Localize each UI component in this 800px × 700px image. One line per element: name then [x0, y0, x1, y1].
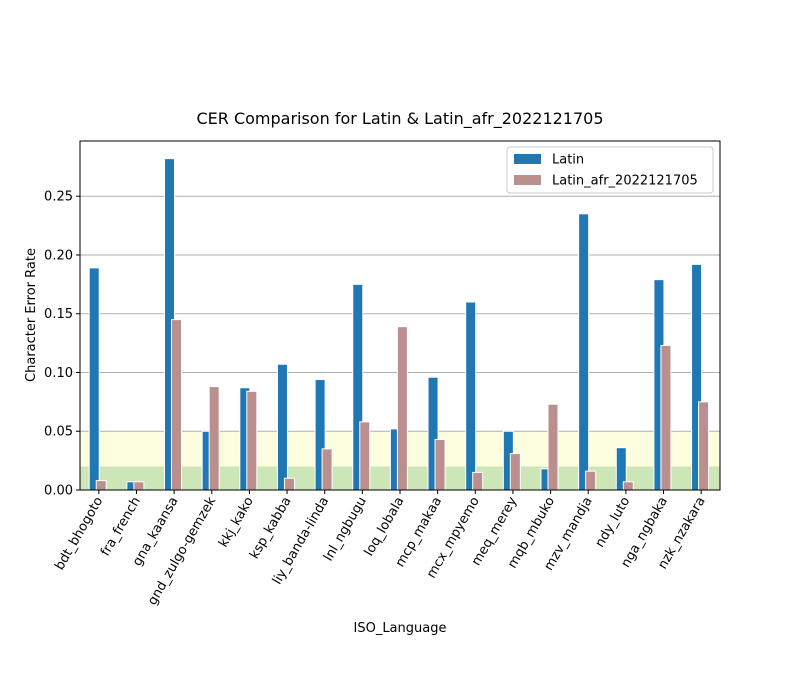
legend-box: [506, 146, 714, 194]
chart-title: CER Comparison for Latin & Latin_afr_202…: [196, 109, 603, 129]
x-tick-label: kkj_kako: [216, 494, 257, 550]
bar-latin-afr-meq_merey: [509, 453, 521, 491]
legend-swatch: [514, 175, 541, 185]
bar-latin-afr-fra_french: [133, 481, 145, 491]
plot-frame: [79, 140, 721, 491]
bar-latin-afr-nga_ngbaka: [660, 344, 672, 491]
bar-latin-afr-mqb_mbuko: [547, 403, 559, 491]
bar-latin-bdt_bhogoto: [88, 267, 100, 491]
y-tick-label: 0.20: [44, 248, 73, 263]
bar-latin-afr-mzv_mandja: [585, 470, 597, 491]
plot-area: bdt_bhogotofra_frenchgna_kaansagnd_zulgo…: [44, 140, 721, 608]
bar-latin-ksp_kabba: [276, 363, 288, 491]
bar-latin-afr-gna_kaansa: [171, 319, 183, 491]
y-tick-label: 0.15: [44, 307, 73, 322]
bar-latin-afr-lnl_ngbugu: [359, 421, 371, 491]
x-tick-label: gnd_zulgo-gemzek: [145, 494, 219, 608]
bar-latin-afr-kkj_kako: [246, 390, 258, 491]
bar-latin-afr-loq_lobala: [396, 326, 408, 491]
x-tick-label: ndy_luto: [593, 494, 634, 550]
bar-latin-afr-ndy_luto: [622, 481, 634, 491]
x-tick-label: bdt_bhogoto: [52, 494, 106, 572]
y-tick-label: 0.25: [44, 190, 73, 205]
legend-label: Latin_afr_2022121705: [552, 174, 698, 189]
y-tick-label: 0.00: [44, 484, 73, 499]
bar-latin-mzv_mandja: [578, 213, 590, 491]
legend-swatch: [514, 154, 541, 164]
bar-latin-afr-gnd_zulgo-gemzek: [208, 386, 220, 491]
y-tick-label: 0.10: [44, 366, 73, 381]
legend: Latin Latin_afr_2022121705: [506, 146, 714, 194]
x-axis-label: ISO_Language: [354, 621, 447, 636]
bar-latin-afr-mcx_mpyemo: [472, 471, 484, 491]
y-axis-label: Character Error Rate: [24, 248, 39, 382]
y-tick-label: 0.05: [44, 425, 73, 440]
bar-latin-afr-liy_banda-linda: [321, 448, 333, 491]
legend-label: Latin: [552, 153, 584, 168]
bar-latin-afr-bdt_bhogoto: [95, 480, 107, 491]
bar-latin-mcx_mpyemo: [465, 301, 477, 491]
bar-latin-afr-nzk_nzakara: [698, 401, 710, 491]
bar-latin-afr-mcp_makaa: [434, 438, 446, 491]
bar-latin-afr-ksp_kabba: [283, 477, 295, 491]
